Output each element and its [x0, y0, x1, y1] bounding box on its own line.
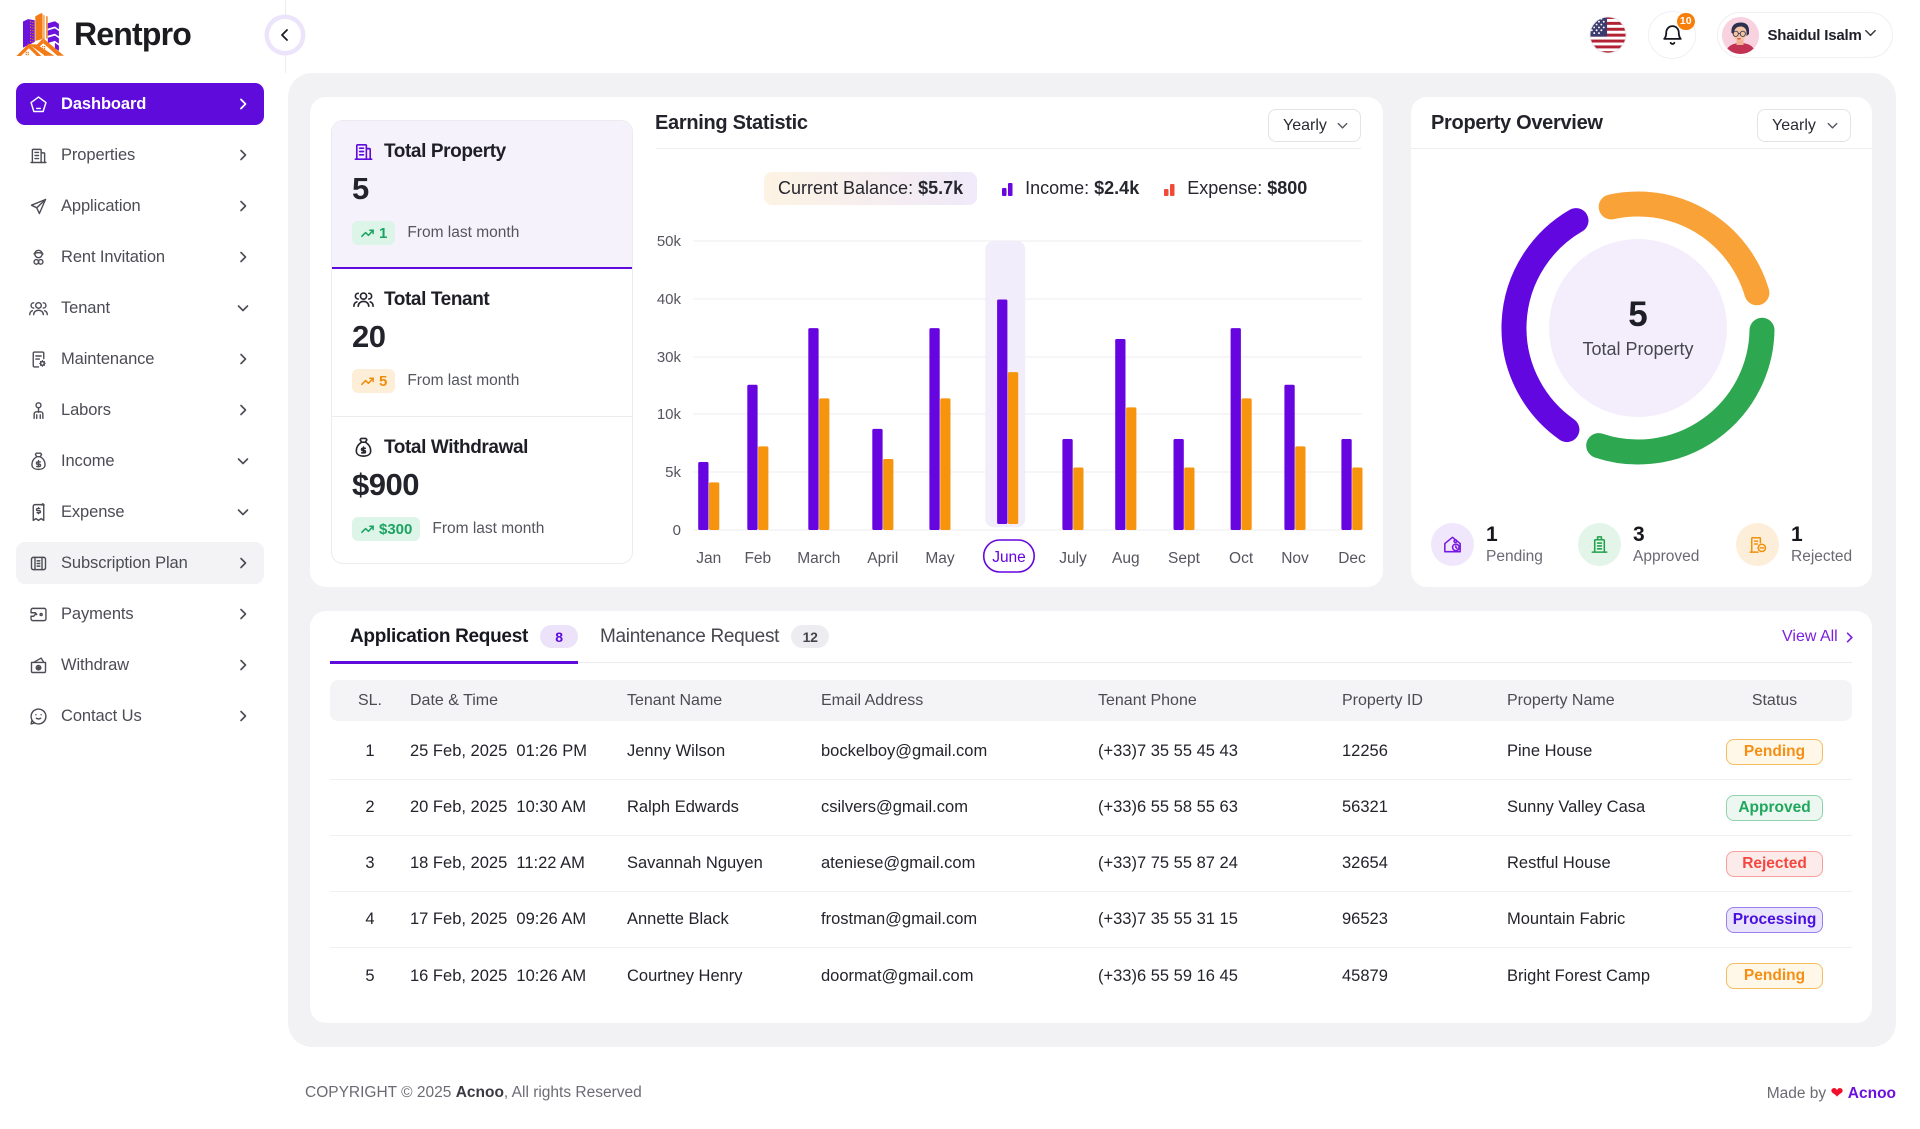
svg-text:10k: 10k [657, 406, 682, 423]
svg-text:5k: 5k [665, 464, 681, 481]
svg-text:June: June [992, 549, 1026, 566]
svg-text:50k: 50k [657, 233, 682, 250]
svg-text:0: 0 [673, 522, 681, 539]
svg-text:March: March [797, 550, 840, 567]
svg-text:5: 5 [1628, 295, 1647, 334]
svg-text:40k: 40k [657, 291, 682, 308]
svg-text:Jan: Jan [696, 550, 721, 567]
svg-text:April: April [867, 550, 898, 567]
svg-text:Dec: Dec [1338, 550, 1366, 567]
svg-text:Oct: Oct [1229, 550, 1254, 567]
svg-text:30k: 30k [657, 349, 682, 366]
svg-text:Total Property: Total Property [1582, 339, 1693, 359]
svg-text:Sept: Sept [1168, 550, 1201, 567]
svg-text:July: July [1059, 550, 1087, 567]
svg-text:Feb: Feb [744, 550, 771, 567]
svg-text:Aug: Aug [1112, 550, 1140, 567]
svg-text:Nov: Nov [1281, 550, 1309, 567]
svg-text:May: May [925, 550, 955, 567]
